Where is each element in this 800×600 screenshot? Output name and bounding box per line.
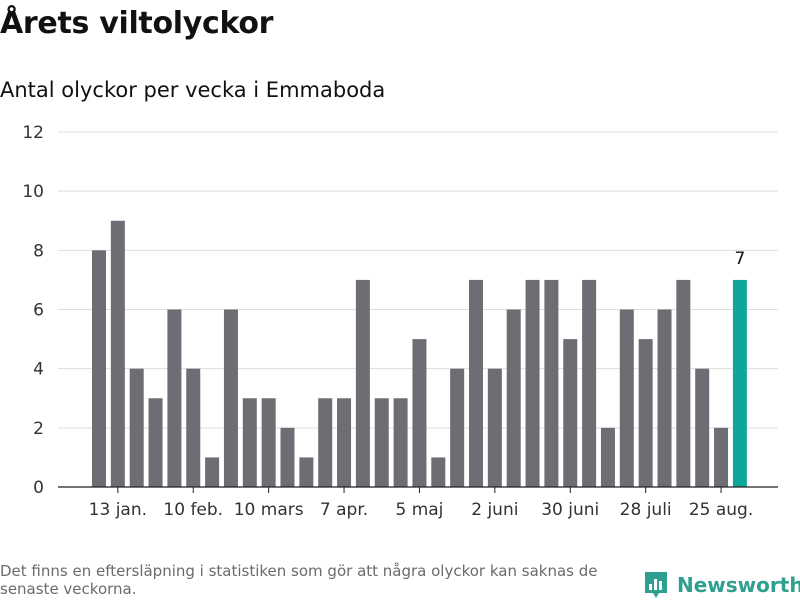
x-axis: 13 jan. 10 feb. 10 mars 7 apr. 5 maj 2 juni 30… — [58, 486, 778, 520]
newsworthy-logo-icon — [645, 572, 667, 598]
y-axis: 0 2 4 6 8 10 12 — [22, 123, 44, 498]
bar-chart: 0 2 4 6 8 10 12 13 jan. 10 feb. 10 mars 7 apr. 5 m… — [22, 123, 778, 520]
bar — [374, 398, 389, 487]
bar — [544, 279, 559, 487]
bar — [223, 309, 238, 487]
y-tick-label: 4 — [33, 360, 44, 380]
brand-name: Newsworthy — [677, 573, 800, 597]
bar — [714, 427, 729, 487]
brand-logo[interactable]: Newsworthy — [643, 570, 800, 600]
bar — [261, 398, 276, 487]
bar — [355, 279, 370, 487]
bar — [469, 279, 483, 487]
bar — [695, 368, 710, 487]
footnote: Det finns en eftersläpning i statistiken… — [0, 562, 598, 598]
bar — [412, 339, 427, 487]
bar — [600, 427, 615, 487]
bar — [638, 339, 653, 487]
bar — [582, 279, 597, 487]
y-tick-label: 12 — [22, 123, 44, 143]
bars — [92, 220, 747, 487]
y-tick-label: 10 — [22, 182, 44, 202]
bar — [525, 279, 540, 487]
bar — [110, 220, 125, 487]
y-tick-label: 6 — [33, 301, 44, 321]
x-tick-label: 10 feb. — [163, 500, 223, 520]
x-tick-label: 30 juni — [541, 500, 599, 520]
bar — [393, 398, 408, 487]
bar — [129, 368, 144, 487]
chart-title: Årets viltolyckor — [0, 6, 274, 41]
bar — [167, 309, 182, 487]
bar — [242, 398, 257, 487]
bar — [337, 398, 352, 487]
bar — [431, 457, 446, 487]
x-tick-label: 25 aug. — [689, 500, 753, 520]
y-tick-label: 2 — [33, 419, 44, 439]
bar-highlight — [732, 279, 747, 487]
bar — [563, 339, 578, 487]
bar — [506, 309, 521, 487]
x-tick-label: 7 apr. — [320, 500, 368, 520]
bar — [487, 368, 502, 487]
x-tick-label: 28 juli — [620, 500, 672, 520]
chart-subtitle: Antal olyckor per vecka i Emmaboda — [0, 78, 386, 102]
x-tick-label: 5 maj — [395, 500, 443, 520]
bar — [450, 368, 465, 487]
x-tick-label: 13 jan. — [89, 500, 147, 520]
bar — [299, 457, 314, 487]
bar — [676, 279, 691, 487]
bar — [186, 368, 201, 487]
bar — [318, 398, 333, 487]
bar — [148, 398, 163, 487]
bar — [205, 457, 220, 487]
bar — [92, 250, 106, 487]
bar — [657, 309, 672, 487]
bar — [280, 427, 295, 487]
y-tick-label: 8 — [33, 241, 44, 261]
data-labels: 7 — [734, 249, 745, 269]
y-tick-label: 0 — [33, 478, 44, 498]
bar — [619, 309, 634, 487]
x-tick-label: 10 mars — [234, 500, 304, 520]
x-tick-label: 2 juni — [471, 500, 518, 520]
data-label: 7 — [734, 249, 745, 269]
